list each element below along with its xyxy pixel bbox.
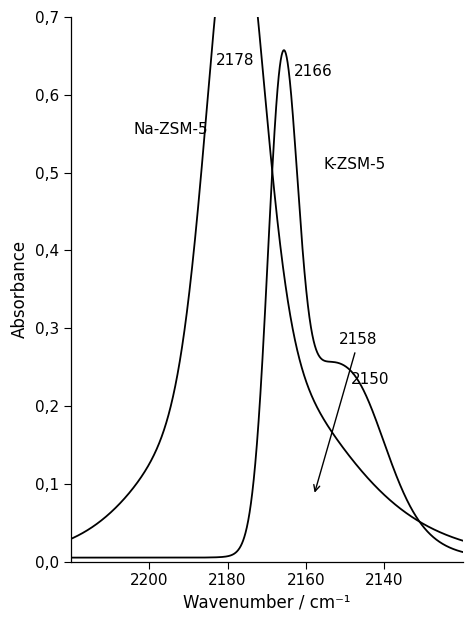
Text: K-ZSM-5: K-ZSM-5 bbox=[324, 158, 386, 173]
Text: 2158: 2158 bbox=[314, 333, 378, 492]
Text: 2166: 2166 bbox=[294, 64, 333, 79]
Text: 2178: 2178 bbox=[216, 53, 255, 68]
Y-axis label: Absorbance: Absorbance bbox=[11, 240, 29, 338]
Text: 2150: 2150 bbox=[351, 371, 390, 386]
X-axis label: Wavenumber / cm⁻¹: Wavenumber / cm⁻¹ bbox=[183, 594, 351, 612]
Text: Na-ZSM-5: Na-ZSM-5 bbox=[134, 122, 208, 138]
